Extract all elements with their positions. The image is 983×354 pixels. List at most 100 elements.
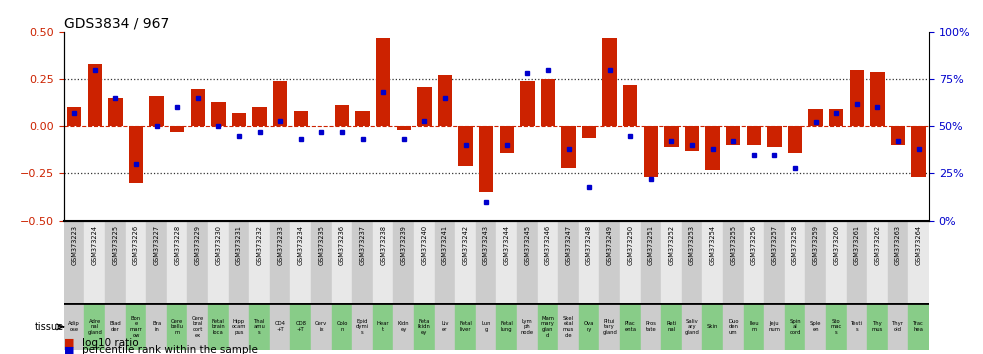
Text: Saliv
ary
gland: Saliv ary gland [684,319,700,335]
Bar [662,221,682,303]
Bar [784,221,805,303]
Bar [826,221,846,303]
Bar [129,126,144,183]
Bar [623,85,638,126]
Text: ■: ■ [64,346,75,354]
Bar [294,111,308,126]
Text: GSM373248: GSM373248 [586,225,592,265]
Text: GSM373237: GSM373237 [360,225,366,265]
Text: GSM373236: GSM373236 [339,225,345,265]
Text: GSM373234: GSM373234 [298,225,304,265]
Bar [620,303,641,350]
Text: Sto
mac
s: Sto mac s [831,319,842,335]
Bar [458,126,473,166]
Text: Cerv
ix: Cerv ix [316,321,327,332]
Text: GSM373228: GSM373228 [174,225,180,265]
Text: GSM373245: GSM373245 [524,225,530,265]
Bar [600,303,620,350]
Bar [888,221,908,303]
Bar [496,221,517,303]
Bar [311,221,331,303]
Text: Fetal
liver: Fetal liver [459,321,472,332]
Text: GSM373250: GSM373250 [627,225,633,265]
Text: Thyr
oid: Thyr oid [892,321,904,332]
Bar [476,303,496,350]
Bar [891,126,905,145]
Text: Fetal
brain
loca: Fetal brain loca [211,319,225,335]
Text: Duo
den
um: Duo den um [728,319,738,335]
Bar [603,38,617,126]
Bar [517,303,538,350]
Bar [541,79,555,126]
Bar [682,303,703,350]
Bar [331,303,352,350]
Text: GSM373264: GSM373264 [915,225,922,265]
Text: GSM373226: GSM373226 [133,225,139,265]
Bar [253,107,266,126]
Bar [706,126,720,170]
Text: GSM373230: GSM373230 [215,225,221,265]
Bar [517,221,538,303]
Text: GSM373232: GSM373232 [257,225,262,265]
Text: Ova
ry: Ova ry [584,321,595,332]
Text: GSM373238: GSM373238 [380,225,386,265]
Bar [455,221,476,303]
Text: Spin
al
cord: Spin al cord [789,319,801,335]
Text: GSM373231: GSM373231 [236,225,242,265]
Text: Skin: Skin [707,324,719,329]
Bar [250,221,270,303]
Text: GSM373258: GSM373258 [792,225,798,265]
Text: GSM373243: GSM373243 [483,225,490,265]
Text: Sple
en: Sple en [810,321,822,332]
Text: Cere
bellu
m: Cere bellu m [171,319,184,335]
Bar [170,126,185,132]
Bar [105,221,126,303]
Text: Colo
n: Colo n [336,321,348,332]
Bar [849,70,864,126]
Bar [146,303,167,350]
Bar [870,72,885,126]
Text: GSM373261: GSM373261 [854,225,860,265]
Text: Bon
e
marr
ow: Bon e marr ow [130,316,143,338]
Text: Lym
ph
node: Lym ph node [521,319,534,335]
Text: Reti
nal: Reti nal [666,321,676,332]
Bar [376,38,390,126]
Bar [188,221,208,303]
Bar [662,303,682,350]
Bar [191,88,205,126]
Bar [703,221,723,303]
Bar [520,81,535,126]
Bar [331,221,352,303]
Bar [846,303,867,350]
Bar [126,303,146,350]
Bar [355,111,370,126]
Text: GSM373253: GSM373253 [689,225,695,265]
Bar [352,221,373,303]
Bar [64,303,85,350]
Bar [867,303,888,350]
Text: Epid
dymi
s: Epid dymi s [356,319,370,335]
Text: ■: ■ [64,338,75,348]
Bar [290,303,311,350]
Bar [846,221,867,303]
Bar [188,303,208,350]
Text: Thal
amu
s: Thal amu s [254,319,265,335]
Text: GSM373249: GSM373249 [607,225,612,265]
Bar [208,221,229,303]
Bar [641,221,662,303]
Bar [644,126,658,177]
Bar [723,221,743,303]
Text: Feta
lkidn
ey: Feta lkidn ey [418,319,431,335]
Text: Adre
nal
gland: Adre nal gland [87,319,102,335]
Text: GSM373239: GSM373239 [401,225,407,265]
Text: Hear
t: Hear t [376,321,389,332]
Bar [67,107,82,126]
Bar [682,221,703,303]
Bar [620,221,641,303]
Bar [908,303,929,350]
Text: Blad
der: Blad der [109,321,121,332]
Bar [373,221,393,303]
Bar [149,96,164,126]
Bar [496,303,517,350]
Bar [908,221,929,303]
